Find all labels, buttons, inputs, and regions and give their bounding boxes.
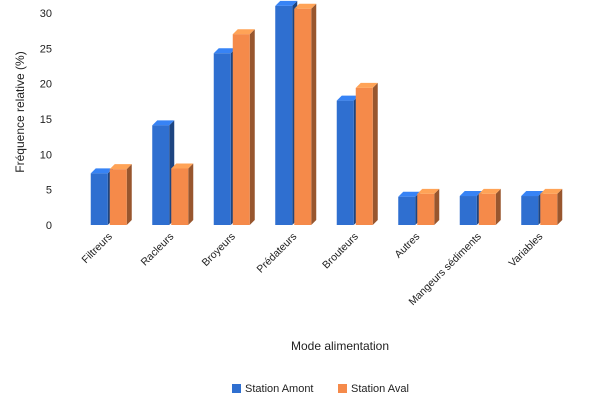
- bar-station-aval-filtreurs: [109, 164, 132, 225]
- bar-station-amont-racleurs: [152, 120, 175, 225]
- bar-station-aval-mangeurs-sediments: [478, 188, 501, 225]
- bar-station-aval-brouteurs: [355, 82, 378, 225]
- y-tick-label: 10: [40, 149, 52, 161]
- x-tick-label-filtreurs: Filtreurs: [80, 231, 115, 266]
- y-tick-label: 5: [46, 185, 52, 197]
- x-tick-labels: Filtreurs Racleurs Broyeurs Prédateurs Brout…: [80, 231, 546, 308]
- x-axis-title: Mode alimentation: [291, 339, 389, 353]
- bar-station-amont-broyeurs: [213, 48, 236, 225]
- legend-swatch-station-amont: [232, 384, 241, 393]
- x-tick-label-predateurs: Prédateurs: [255, 231, 300, 276]
- y-tick-labels: 0 5 10 15 20 25 30: [40, 8, 52, 232]
- legend-swatch-station-aval: [338, 384, 347, 393]
- y-tick-label: 15: [40, 114, 52, 126]
- bar-station-aval-racleurs: [171, 163, 194, 225]
- x-tick-label-racleurs: Racleurs: [139, 231, 177, 269]
- bar-station-amont-mangeurs-sediments: [459, 191, 482, 225]
- x-tick-label-variables: Variables: [506, 231, 545, 270]
- y-tick-label: 25: [40, 43, 52, 55]
- y-axis-title: Fréquence relative (%): [13, 51, 27, 172]
- bar-station-amont-predateurs: [275, 0, 298, 225]
- legend: Station Amont Station Aval: [232, 383, 409, 395]
- bar-station-amont-autres: [398, 191, 421, 225]
- bar-station-amont-filtreurs: [90, 168, 113, 225]
- bar-station-aval-variables: [540, 188, 563, 225]
- y-tick-label: 20: [40, 79, 52, 91]
- x-tick-label-broyeurs: Broyeurs: [200, 231, 238, 269]
- x-tick-label-autres: Autres: [392, 231, 422, 261]
- legend-label-station-aval: Station Aval: [351, 383, 409, 395]
- legend-label-station-amont: Station Amont: [245, 383, 314, 395]
- bars-layer: [90, 0, 563, 226]
- y-tick-label: 0: [46, 220, 52, 232]
- bar-station-amont-brouteurs: [336, 95, 359, 225]
- x-tick-label-brouteurs: Brouteurs: [320, 231, 361, 272]
- y-tick-label: 30: [40, 8, 52, 20]
- bar-station-amont-variables: [521, 191, 544, 225]
- bar-station-aval-predateurs: [294, 3, 317, 226]
- bar-station-aval-broyeurs: [232, 29, 255, 226]
- bar-station-aval-autres: [417, 188, 440, 225]
